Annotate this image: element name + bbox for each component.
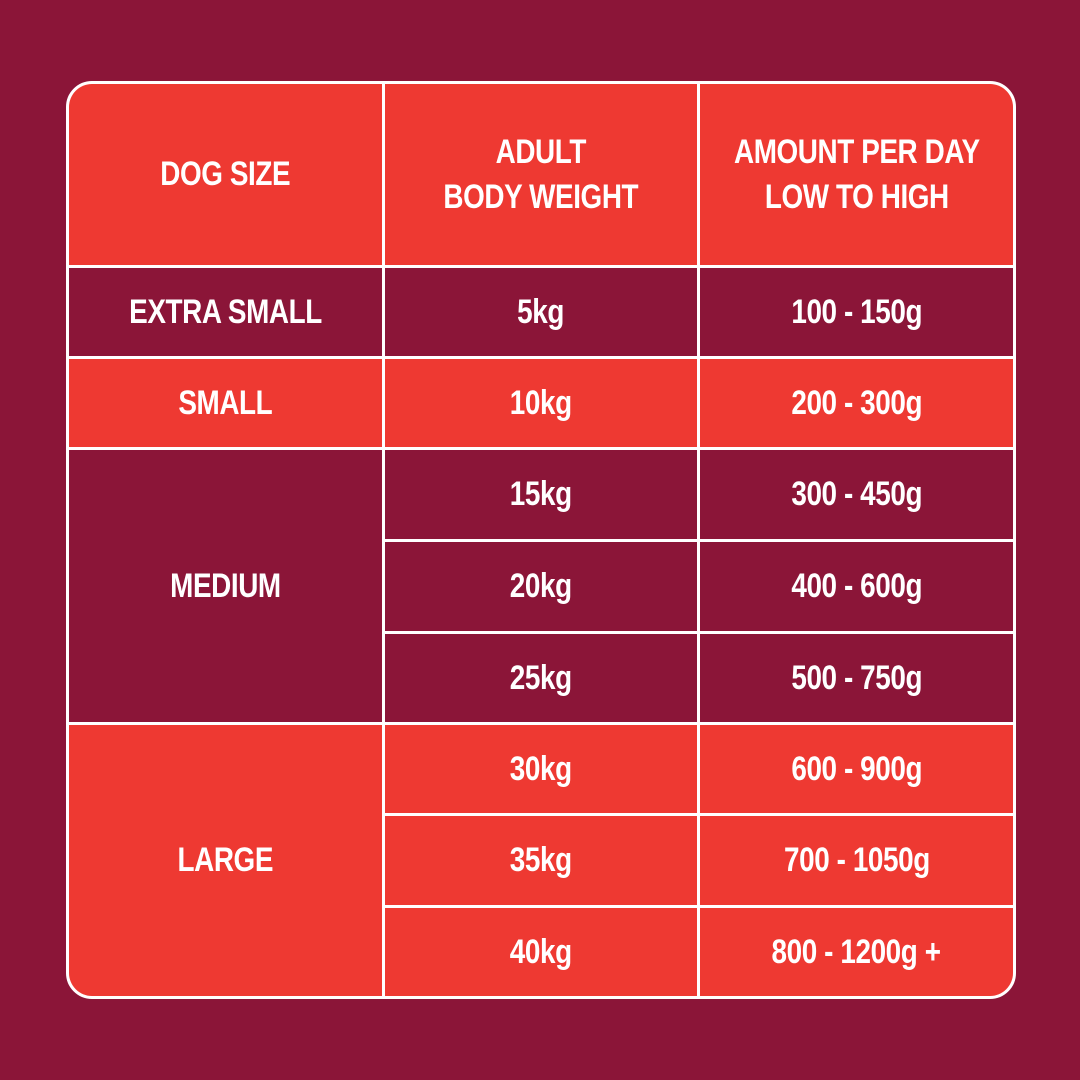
size-extra-small: EXTRA SMALL: [69, 268, 382, 356]
amount-cell: 300 - 450g: [700, 450, 1013, 539]
amount-cell: 200 - 300g: [700, 359, 1013, 447]
weight-cell: 40kg: [385, 908, 697, 996]
amount-cell: 700 - 1050g: [700, 816, 1013, 905]
weight-cell: 15kg: [385, 450, 697, 539]
weight-cell: 10kg: [385, 359, 697, 447]
weight-cell: 30kg: [385, 725, 697, 813]
weight-cell: 25kg: [385, 634, 697, 722]
amount-cell: 600 - 900g: [700, 725, 1013, 813]
header-dog-size: DOG SIZE: [69, 84, 382, 265]
weight-cell: 5kg: [385, 268, 697, 356]
feeding-guide-table: DOG SIZE ADULT BODY WEIGHT AMOUNT PER DA…: [66, 81, 1016, 999]
size-medium: MEDIUM: [69, 450, 382, 722]
weight-cell: 20kg: [385, 542, 697, 631]
size-large: LARGE: [69, 725, 382, 996]
header-amount: AMOUNT PER DAY LOW TO HIGH: [700, 84, 1013, 265]
weight-cell: 35kg: [385, 816, 697, 905]
amount-cell: 400 - 600g: [700, 542, 1013, 631]
amount-cell: 500 - 750g: [700, 634, 1013, 722]
amount-cell: 100 - 150g: [700, 268, 1013, 356]
amount-cell: 800 - 1200g +: [700, 908, 1013, 996]
header-body-weight: ADULT BODY WEIGHT: [385, 84, 697, 265]
size-small: SMALL: [69, 359, 382, 447]
